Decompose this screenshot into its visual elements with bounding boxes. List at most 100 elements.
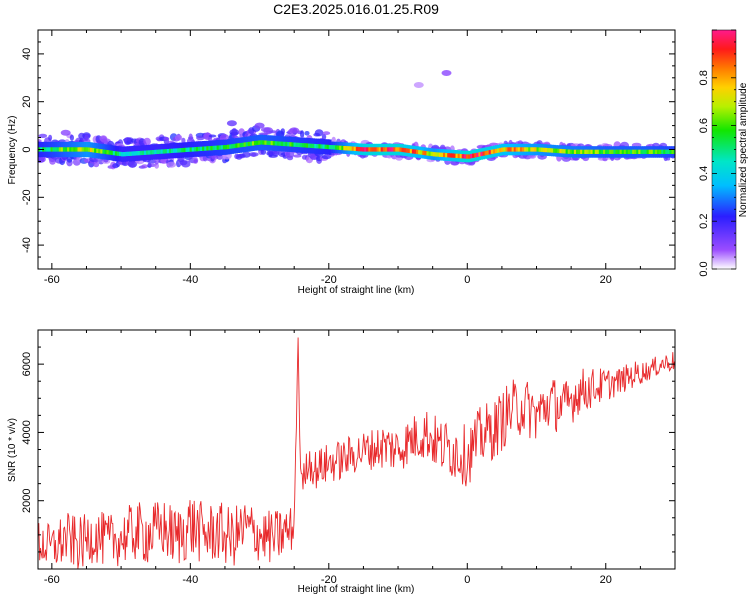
- spectrogram-cell: [673, 149, 675, 154]
- spectrogram-spot: [60, 129, 71, 136]
- spectrogram-cell: [262, 140, 265, 145]
- spectrogram-cell: [526, 147, 529, 152]
- spectrogram-cell: [295, 142, 299, 147]
- spectrogram-cell: [291, 142, 295, 147]
- spectrogram-cell: [242, 151, 251, 158]
- spectrogram-cell: [326, 144, 330, 150]
- spectrogram-cell: [121, 152, 124, 157]
- spectrogram-cell: [77, 147, 81, 152]
- spectrogram-cell: [357, 147, 361, 152]
- spectrogram-cell: [127, 151, 130, 156]
- spectrogram-cell: [399, 147, 403, 152]
- spectrogram-cell: [181, 137, 186, 144]
- spectrogram-cell: [426, 151, 430, 156]
- spectrogram-cell: [208, 136, 213, 142]
- spectrogram-cell: [368, 147, 371, 152]
- spectrogram-cell: [611, 149, 614, 154]
- spectrogram-cell: [163, 137, 170, 141]
- spectrogram-x-tick-label: 0: [464, 274, 470, 286]
- spectrogram-cell: [424, 151, 428, 156]
- spectrogram-cell: [669, 149, 673, 154]
- colorbar-tick-label: 0.2: [698, 214, 710, 229]
- spectrogram-cell: [75, 147, 79, 152]
- spectrogram-cell: [166, 161, 176, 168]
- spectrogram-cell: [114, 151, 118, 156]
- spectrogram-cell: [478, 152, 482, 157]
- spectrogram-cell: [663, 149, 666, 154]
- spectrogram-cell: [330, 145, 334, 150]
- spectrogram-cell: [181, 160, 191, 168]
- spectrogram-cell: [470, 153, 473, 159]
- spectrogram-cell: [162, 149, 166, 154]
- spectrogram-x-tick-label: 20: [600, 274, 612, 286]
- spectrogram-spot: [441, 70, 452, 76]
- spectrogram-cell: [551, 148, 554, 153]
- spectrogram-cell: [632, 149, 635, 154]
- spectrogram-cell: [580, 149, 583, 154]
- spectrogram-cell: [193, 147, 197, 152]
- spectrogram-cell: [258, 140, 261, 145]
- spectrogram-cell: [619, 149, 623, 154]
- spectrogram-cell: [355, 146, 359, 152]
- spectrogram-cell: [546, 148, 550, 153]
- spectrogram-cell: [241, 142, 245, 147]
- spectrogram-cell: [139, 150, 143, 156]
- snr-plot-area: [38, 330, 675, 569]
- spectrogram-cell: [567, 149, 571, 154]
- spectrogram-cell: [393, 147, 396, 152]
- spectrogram-cell: [507, 147, 511, 152]
- spectrogram-cell: [214, 145, 218, 150]
- spectrogram-cell: [534, 147, 538, 152]
- spectrogram-cell: [362, 147, 365, 152]
- spectrogram-cell: [249, 141, 253, 146]
- spectrogram-cell: [146, 150, 149, 155]
- spectrogram-cell: [314, 129, 324, 137]
- spectrogram-cell: [112, 151, 116, 156]
- spectrogram-cell: [565, 149, 569, 154]
- spectrogram-cell: [461, 154, 465, 159]
- spectrogram-cell: [505, 147, 509, 152]
- spectrogram-cell: [269, 130, 277, 134]
- spectrogram-cell: [116, 151, 120, 156]
- spectrogram-cell: [513, 147, 517, 152]
- spectrogram-cell: [79, 147, 83, 152]
- spectrogram-cell: [274, 141, 278, 146]
- spectrogram-cell: [133, 151, 137, 156]
- spectrogram-cell: [123, 152, 126, 157]
- spectrogram-cell: [227, 144, 230, 149]
- spectrogram-cell: [586, 149, 590, 154]
- snr-y-axis-label: SNR (10 * v/v): [7, 418, 18, 482]
- spectrogram-cell: [85, 147, 89, 152]
- spectrogram-cell: [175, 134, 183, 141]
- snr-x-tick-label: -40: [182, 574, 198, 586]
- spectrogram-cell: [598, 149, 602, 154]
- spectrogram-cell: [48, 134, 53, 141]
- spectrogram-cell: [210, 146, 214, 151]
- spectrogram-cell: [430, 151, 434, 157]
- spectrogram-cell: [573, 149, 577, 154]
- spectrogram-y-tick-label: 20: [21, 96, 33, 108]
- spectrogram-cell: [503, 147, 506, 152]
- spectrogram-cell: [482, 151, 486, 156]
- spectrogram-cell: [212, 145, 216, 151]
- spectrogram-cell: [349, 146, 353, 151]
- spectrogram-cell: [208, 134, 217, 138]
- spectrogram-cell: [441, 152, 444, 157]
- spectrogram-cell: [93, 162, 100, 168]
- spectrogram-cell: [644, 149, 648, 154]
- spectrogram-cell: [143, 137, 151, 146]
- spectrogram-cell: [353, 146, 357, 151]
- spectrogram-cell: [382, 147, 386, 152]
- spectrogram-cell: [453, 153, 457, 158]
- spectrogram-cell: [248, 152, 259, 157]
- spectrogram-cell: [590, 149, 594, 154]
- spectrogram-cell: [193, 159, 198, 164]
- spectrogram-cell: [665, 149, 668, 154]
- spectrogram-cell: [549, 148, 552, 153]
- spectrogram-cell: [154, 149, 157, 155]
- spectrogram-cell: [202, 146, 205, 151]
- spectrogram-cell: [391, 147, 394, 152]
- spectrogram-cell: [137, 151, 141, 156]
- spectrogram-cell: [360, 147, 363, 152]
